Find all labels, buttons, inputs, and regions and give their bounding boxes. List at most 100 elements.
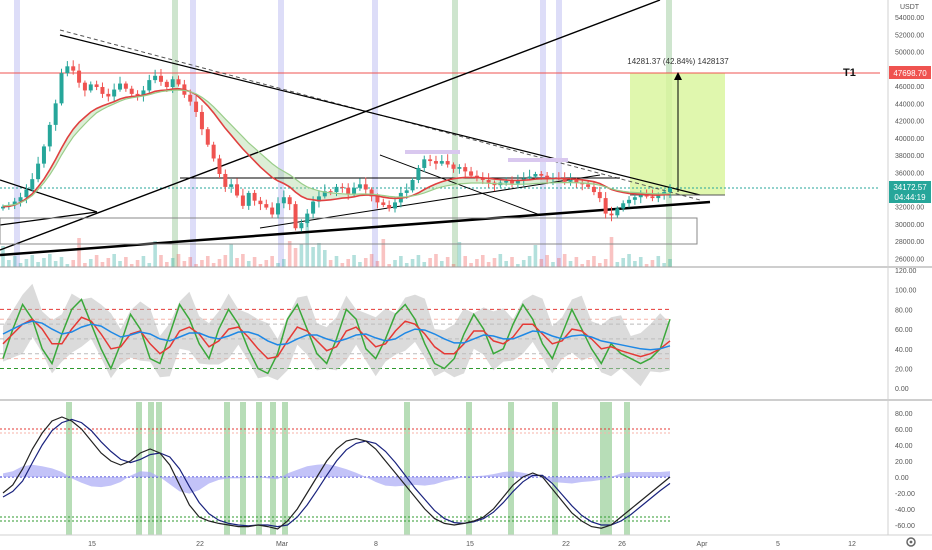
candle-body [515,180,520,184]
momentum-signal-band [224,402,230,535]
candle-body [346,187,351,194]
volume-bar [299,244,304,267]
volume-bar [241,254,245,267]
measure-arrow-head [674,72,682,80]
volume-bar [369,254,374,267]
volume-bar [112,254,116,267]
momentum-signal-band [606,402,612,535]
ema-fast-line [2,87,671,208]
candle-body [574,180,579,183]
candle-body [451,164,456,169]
volume-bar [638,257,643,267]
volume-bar [282,259,286,267]
momentum-signal-band [66,402,72,535]
volume-bar [557,258,561,267]
volume-bar [592,256,596,267]
momentum-signal-band [508,402,514,535]
candle-body [328,191,333,193]
price-tick-label: 40000.00 [895,136,924,143]
momentum-tick-label: -20.00 [895,491,915,498]
candle-body [638,195,643,198]
candle-body [41,146,46,164]
candle-body [188,94,193,102]
candle-body [82,82,87,91]
momentum-signal-line [2,418,671,528]
candle-body [568,180,573,182]
time-tick-label: Mar [276,541,289,548]
volume-bar [311,247,315,267]
momentum-signal-band [282,402,288,535]
momentum-tick-label: 0.00 [895,475,909,482]
oscillator-envelope [3,283,670,387]
candle-body [112,89,117,97]
candle-body [123,83,128,89]
inner-trendline [379,154,541,216]
volume-bar [346,259,351,267]
candle-body [369,189,374,197]
price-tick-label: 28000.00 [895,239,924,246]
candle-body [609,213,614,216]
volume-bar [463,256,468,267]
momentum-signal-band [148,402,154,535]
volume-bar [627,254,631,267]
candle-body [77,70,82,83]
candle-body [36,163,41,180]
gear-icon[interactable] [906,537,916,547]
volume-bar [252,257,257,267]
volume-bar [106,258,111,267]
momentum-signal-band [256,402,262,535]
volume-bar [445,257,450,267]
price-tick-label: 44000.00 [895,101,924,108]
candle-body [586,184,591,187]
price-tick-label: 36000.00 [895,170,924,177]
candle-body [632,197,637,200]
volume-bar [188,257,193,267]
vband-blue [14,0,20,267]
candle-body [176,79,181,85]
candle-body [281,197,286,204]
svg-text:47698.70: 47698.70 [893,69,927,78]
candle-body [340,186,345,188]
volume-bar [170,258,175,267]
momentum-signal-band [466,402,472,535]
momentum-signal-band [624,402,630,535]
candle-body [591,186,596,193]
volume-bar [235,258,239,267]
oscillator-tick-label: 120.00 [895,268,917,275]
candle-body [88,84,93,91]
candle-body [223,173,228,187]
volume-bar [568,261,573,267]
volume-bar [644,264,649,267]
price-tick-label: 38000.00 [895,153,924,160]
volume-bar [527,256,532,267]
volume-bar [65,264,70,267]
oscillator-tick-label: 100.00 [895,288,917,295]
volume-bar [88,259,93,267]
price-tick-label: 26000.00 [895,256,924,263]
candle-body [229,184,234,187]
volume-bar [340,263,345,267]
volume-bar [100,262,105,267]
time-axis[interactable]: 15 22 Mar 8 15 22 26 Apr 5 12 [88,541,856,548]
candle-body [1,206,5,209]
candle-body [217,158,222,174]
momentum-signal-band [240,402,246,535]
volume-bar [393,260,397,267]
candle-body [627,199,632,204]
countdown: 04:44:19 [894,193,926,202]
vband-blue [372,0,378,267]
candle-body [422,159,427,168]
momentum-signal-band [600,402,606,535]
volume-bar [504,261,508,267]
candle-body [24,189,29,198]
price-pane[interactable]: 14281.37 (42.84%) 1428137 T1 [0,0,880,267]
momentum-pane[interactable] [0,416,671,530]
price-tick-label: 52000.00 [895,32,924,39]
time-tick-label: 22 [562,541,570,548]
candle-body [480,178,485,181]
volume-bar [328,260,333,267]
vband-green [172,0,178,267]
vband-blue [190,0,196,267]
oscillator-pane[interactable] [0,283,671,387]
